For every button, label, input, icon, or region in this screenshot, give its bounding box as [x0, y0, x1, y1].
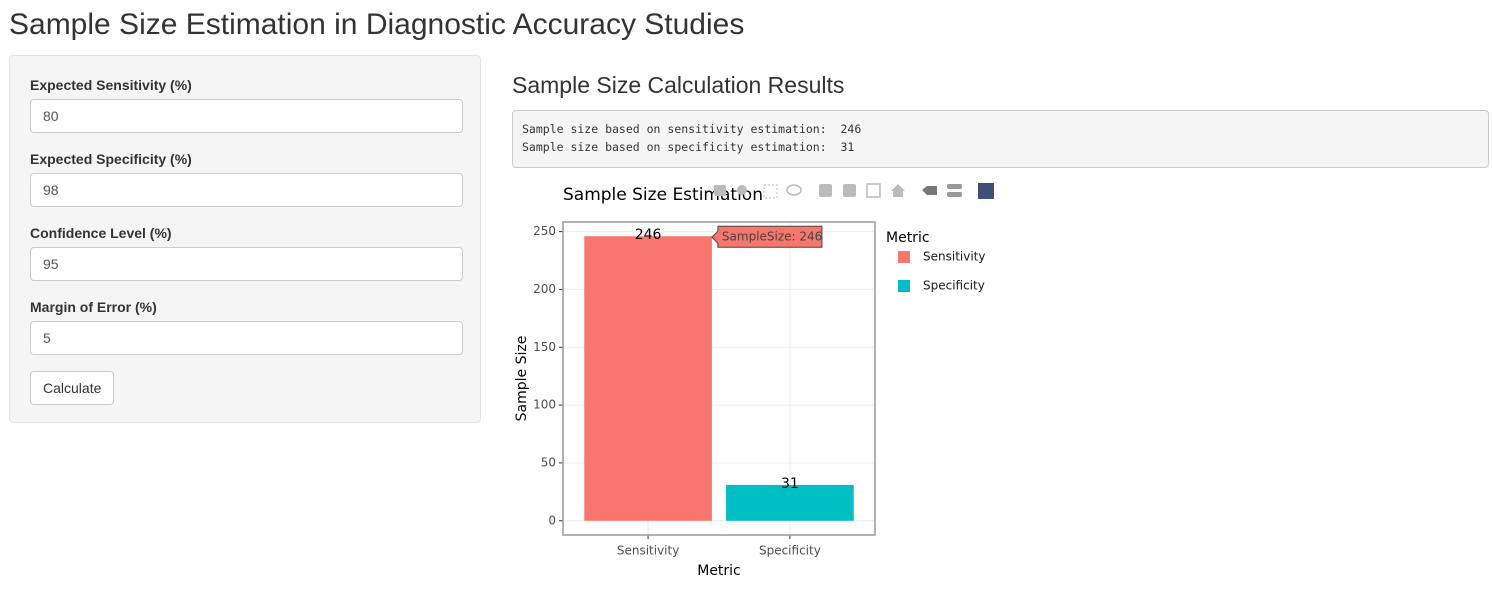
results-output: Sample size based on sensitivity estimat…	[512, 110, 1489, 168]
y-tick-label: 100	[533, 398, 556, 412]
plot-border	[562, 221, 876, 536]
modebar-hover-closest[interactable]	[922, 186, 937, 195]
legend-swatch	[898, 280, 910, 292]
y-tick-label: 200	[533, 282, 556, 296]
text-input[interactable]: 98	[30, 173, 463, 207]
modebar-select[interactable]	[763, 184, 778, 199]
modebar-logo[interactable]	[978, 183, 994, 199]
input-label: Expected Specificity (%)	[30, 151, 192, 167]
modebar	[714, 183, 994, 199]
output-line: Sample size based on sensitivity estimat…	[522, 122, 862, 136]
modebar-zoom[interactable]	[737, 185, 747, 195]
legend-label: Specificity	[923, 279, 985, 293]
modebar-autoscale[interactable]	[866, 183, 881, 198]
y-axis-label: Sample Size	[514, 336, 530, 422]
text-input[interactable]: 5	[30, 321, 463, 355]
legend-title: Metric	[886, 230, 930, 246]
y-tick-label: 0	[548, 513, 556, 527]
text-input[interactable]: 95	[30, 247, 463, 281]
data-label: 246	[635, 227, 662, 243]
data-label: 31	[781, 476, 799, 492]
modebar-reset[interactable]	[891, 184, 905, 197]
x-axis-label: Metric	[697, 563, 741, 579]
modebar-camera[interactable]	[714, 185, 726, 196]
modebar-zoom-in[interactable]	[819, 184, 832, 197]
input-label: Margin of Error (%)	[30, 299, 157, 315]
bar	[726, 484, 854, 521]
legend-swatch	[898, 251, 910, 263]
bar	[584, 236, 712, 521]
chart-title: Sample Size Estimation	[563, 185, 763, 205]
text-input[interactable]: 80	[30, 99, 463, 133]
tooltip-box	[711, 225, 823, 248]
modebar-hover-compare[interactable]	[947, 184, 962, 189]
results-title: Sample Size Calculation Results	[512, 72, 845, 98]
output-line: Sample size based on specificity estimat…	[522, 140, 855, 154]
input-label: Confidence Level (%)	[30, 225, 172, 241]
modebar-zoom-out[interactable]	[843, 184, 856, 197]
modebar-lasso[interactable]	[786, 184, 802, 196]
calculate-button[interactable]: Calculate	[30, 371, 115, 405]
x-tick-label: Sensitivity	[617, 544, 679, 558]
tooltip-text: SampleSize: 246	[722, 230, 822, 244]
y-tick-label: 250	[533, 224, 556, 238]
y-tick-label: 150	[533, 340, 556, 354]
page-title: Sample Size Estimation in Diagnostic Acc…	[9, 8, 745, 41]
input-label: Expected Sensitivity (%)	[30, 77, 192, 93]
legend-label: Sensitivity	[923, 250, 985, 264]
x-tick-label: Specificity	[759, 544, 821, 558]
modebar-hover-compare[interactable]	[947, 192, 962, 197]
input-panel: Expected Sensitivity (%) 80 Expected Spe…	[9, 55, 481, 423]
y-tick-label: 50	[541, 455, 556, 469]
